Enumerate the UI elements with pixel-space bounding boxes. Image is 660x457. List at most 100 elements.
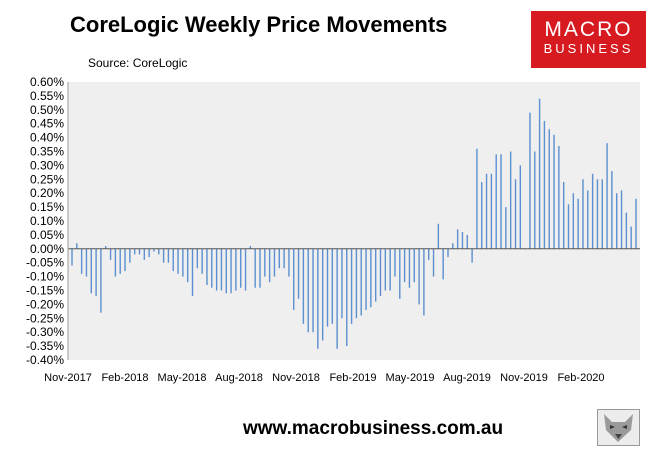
bar xyxy=(90,248,92,294)
bar xyxy=(620,190,623,249)
bar xyxy=(153,248,155,252)
chart-title: CoreLogic Weekly Price Movements xyxy=(70,12,448,37)
bar xyxy=(196,248,199,269)
bar xyxy=(389,248,391,291)
bar xyxy=(172,248,174,272)
bar xyxy=(297,248,300,299)
y-tick-label: 0.15% xyxy=(30,200,64,214)
bar xyxy=(596,179,599,249)
bar xyxy=(630,226,632,249)
bar xyxy=(133,248,136,255)
bar xyxy=(268,248,271,283)
x-tick-label: Feb-2020 xyxy=(557,372,604,384)
bar xyxy=(230,248,232,294)
bar xyxy=(220,248,223,291)
macrobusiness-logo: MACRO BUSINESS xyxy=(531,11,646,68)
bar xyxy=(582,179,584,249)
x-tick-labels: Nov-2017 Feb-2018 May-2018 Aug-2018 Nov-2018… xyxy=(44,372,604,384)
bar xyxy=(360,248,362,316)
bar xyxy=(346,248,348,347)
bar xyxy=(162,248,165,263)
bar xyxy=(317,248,319,349)
bar xyxy=(418,248,420,305)
bar xyxy=(519,165,522,249)
bar xyxy=(307,248,309,333)
y-tick-label: 0.05% xyxy=(30,228,64,242)
bar xyxy=(186,248,189,283)
bar xyxy=(355,248,358,319)
bar xyxy=(114,248,117,277)
y-tick-label: -0.40% xyxy=(26,353,64,367)
bar xyxy=(399,248,401,299)
bar xyxy=(148,248,150,258)
y-tick-label: -0.10% xyxy=(26,270,64,284)
y-tick-label: 0.55% xyxy=(30,89,64,103)
y-tick-label: -0.15% xyxy=(26,284,64,298)
bar xyxy=(461,232,464,249)
bars-group xyxy=(71,98,637,349)
bar xyxy=(119,248,121,274)
y-tick-label: -0.25% xyxy=(26,311,64,325)
bar xyxy=(543,120,546,249)
bar xyxy=(562,182,565,249)
bar xyxy=(76,243,78,249)
bar xyxy=(109,248,112,260)
bar xyxy=(264,248,266,277)
bar xyxy=(100,248,102,313)
bar xyxy=(293,248,295,310)
x-tick-label: Nov-2018 xyxy=(272,372,320,384)
bar xyxy=(529,112,531,249)
y-tick-label: -0.30% xyxy=(26,325,64,339)
bar xyxy=(288,248,290,277)
bar xyxy=(273,248,276,277)
bar xyxy=(374,248,377,302)
y-tick-label: 0.60% xyxy=(30,75,64,89)
bar xyxy=(312,248,314,333)
y-tick-label: 0.10% xyxy=(30,214,64,228)
bar xyxy=(606,143,608,249)
bar xyxy=(244,248,247,291)
y-tick-labels: 0.60%0.55%0.50%0.45%0.40%0.35%0.30%0.25%… xyxy=(26,75,64,367)
y-tick-label: 0.35% xyxy=(30,145,64,159)
bar xyxy=(616,193,618,249)
bar xyxy=(505,207,507,249)
bar xyxy=(577,198,579,249)
bar xyxy=(201,248,203,274)
y-tick-label: 0.45% xyxy=(30,117,64,131)
bar xyxy=(105,246,107,249)
bar xyxy=(408,248,411,288)
bar xyxy=(240,248,242,288)
bar xyxy=(447,248,449,258)
bar xyxy=(456,229,459,249)
bar xyxy=(336,248,338,349)
bar xyxy=(471,248,473,263)
bar xyxy=(129,248,131,263)
bar xyxy=(278,248,280,269)
bar xyxy=(601,179,603,249)
bar xyxy=(85,248,88,277)
footer-website-url: www.macrobusiness.com.au xyxy=(243,418,504,439)
bar xyxy=(254,248,256,288)
y-tick-label: -0.35% xyxy=(26,339,64,353)
bar xyxy=(500,154,502,249)
bar xyxy=(553,134,555,249)
bar xyxy=(321,248,324,341)
bar xyxy=(331,248,334,324)
bar xyxy=(428,248,430,260)
y-tick-label: 0.50% xyxy=(30,103,64,117)
price-movement-chart: 0.60%0.55%0.50%0.45%0.40%0.35%0.30%0.25%… xyxy=(26,75,640,384)
y-tick-label: 0.25% xyxy=(30,172,64,186)
wolf-icon xyxy=(597,409,640,446)
bar xyxy=(206,248,208,285)
bar xyxy=(403,248,406,283)
bar xyxy=(225,248,227,294)
bar xyxy=(587,190,589,249)
bar xyxy=(567,204,570,249)
bar xyxy=(384,248,387,291)
logo-line-2: BUSINESS xyxy=(543,41,634,56)
x-tick-label: Feb-2018 xyxy=(101,372,148,384)
bar xyxy=(167,248,170,263)
x-tick-label: Aug-2018 xyxy=(215,372,263,384)
bar xyxy=(341,248,343,319)
x-tick-label: Nov-2019 xyxy=(500,372,548,384)
